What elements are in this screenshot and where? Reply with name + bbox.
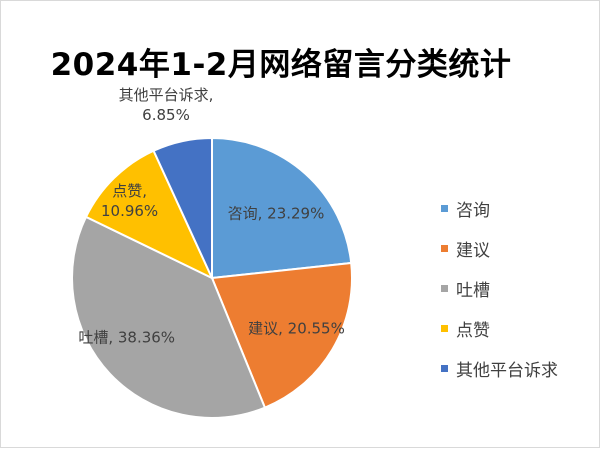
legend: 咨询建议吐槽点赞其他平台诉求 [441,197,558,381]
pie-data-label-4: 其他平台诉求, 6.85% [119,86,214,124]
pie-slice-0 [211,136,353,280]
legend-label: 吐槽 [456,280,490,301]
pie-slice-4 [152,136,213,279]
pie-data-label-0: 咨询, 23.29% [228,204,325,222]
legend-label: 其他平台诉求 [456,360,558,381]
pie-slice-2 [71,215,267,419]
legend-label: 咨询 [456,200,490,221]
legend-swatch [441,204,448,212]
pie-slices [71,136,353,419]
chart-title: 2024年1-2月网络留言分类统计 [50,47,512,83]
legend-swatch [441,284,448,292]
legend-item-0: 咨询 [441,197,558,221]
legend-label: 建议 [456,240,490,261]
legend-label: 点赞 [456,320,490,341]
legend-item-1: 建议 [441,237,558,261]
pie-data-label-2: 吐槽, 38.36% [78,328,175,346]
pie-data-label-1: 建议, 20.55% [248,320,345,338]
legend-item-4: 其他平台诉求 [441,357,558,381]
pie-slice-3 [84,149,215,281]
legend-swatch [441,324,448,332]
legend-item-3: 点赞 [441,317,558,341]
legend-item-2: 吐槽 [441,277,558,301]
pie-slice-1 [210,261,353,409]
pie-data-label-3: 点赞, 10.96% [101,182,158,220]
legend-swatch [441,364,448,372]
pie-data-labels: 咨询, 23.29% 建议, 20.55% 吐槽, 38.36% 点赞, 10.96% 其… [78,86,345,346]
legend-swatch [441,244,448,252]
